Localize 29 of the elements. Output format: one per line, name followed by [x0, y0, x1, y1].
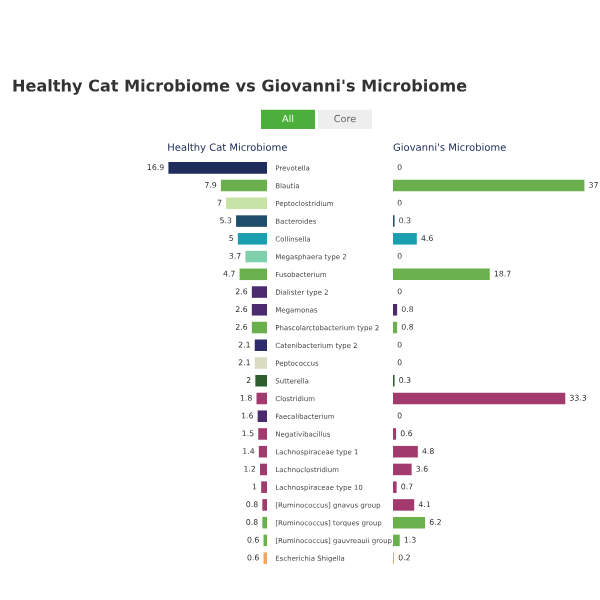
bar	[393, 499, 415, 511]
chart-title: Healthy Cat Microbiome vs Giovanni's Microbiome	[13, 79, 467, 95]
bar	[220, 179, 267, 192]
bar	[256, 392, 267, 405]
bar	[258, 428, 267, 440]
bar	[254, 339, 267, 352]
bar	[254, 357, 267, 369]
bar	[393, 268, 490, 281]
bar	[168, 162, 267, 174]
bar	[393, 463, 412, 476]
bar	[237, 233, 267, 245]
bar	[251, 321, 267, 334]
bar	[258, 445, 267, 458]
bar	[236, 215, 267, 227]
bar	[239, 268, 267, 281]
bar	[257, 410, 267, 422]
bar	[251, 304, 267, 316]
bar	[393, 516, 426, 529]
bar	[260, 463, 267, 476]
bar	[245, 250, 267, 263]
bar	[393, 233, 417, 245]
bar	[393, 179, 585, 192]
bar	[261, 481, 267, 493]
bar	[255, 374, 267, 387]
bar	[226, 197, 267, 210]
bar	[393, 445, 418, 458]
bar	[251, 286, 267, 298]
bar	[393, 392, 566, 405]
bar	[393, 534, 400, 547]
